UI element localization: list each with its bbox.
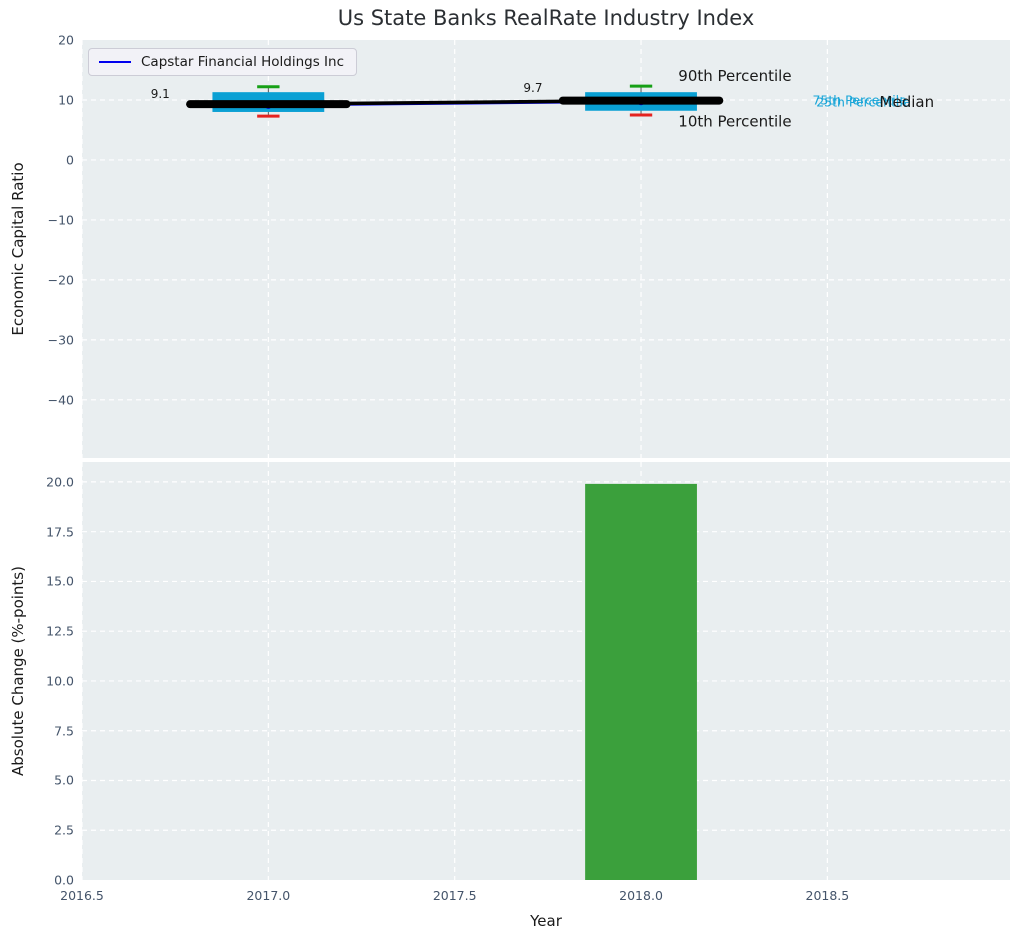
- y-tick-label: 15.0: [46, 573, 74, 589]
- y-tick-label: 20.0: [46, 474, 74, 490]
- annotation-90th-percentile: 90th Percentile: [678, 67, 791, 85]
- x-tick-label: 2018.5: [805, 888, 850, 903]
- y-tick-label: 7.5: [54, 723, 74, 739]
- annotation-9-1: 9.1: [151, 87, 170, 101]
- y-tick-label: −10: [47, 212, 74, 228]
- x-tick-label: 2018.0: [619, 888, 663, 903]
- axes-background: [82, 462, 1010, 880]
- y-tick-label: 10: [58, 92, 74, 108]
- annotation-25th-percentile: 25th Percentile: [816, 94, 911, 109]
- annotation-75th-percentile: 75th Percentile: [812, 93, 907, 108]
- y-tick-label: 0.0: [54, 872, 74, 888]
- x-axis-label: Year: [530, 912, 562, 930]
- top-y-axis-label: Economic Capital Ratio: [9, 162, 27, 336]
- y-tick-label: −20: [47, 272, 74, 288]
- annotation-10th-percentile: 10th Percentile: [678, 113, 791, 131]
- change-bar-2018: [585, 483, 697, 880]
- legend: Capstar Financial Holdings Inc: [88, 48, 358, 76]
- box-plot-canvas: 9.1 9.7 90th Percentile 10th Percentile 75th…: [82, 40, 1010, 458]
- top-axes: 9.1 9.7 90th Percentile 10th Percentile 75th…: [82, 40, 1010, 458]
- legend-label: Capstar Financial Holdings Inc: [141, 54, 345, 70]
- y-tick-label: 5.0: [54, 772, 74, 788]
- x-tick-label: 2016.5: [60, 888, 104, 903]
- bottom-y-axis-label: Absolute Change (%-points): [9, 566, 27, 776]
- y-tick-label: 10.0: [46, 673, 74, 689]
- bottom-axes: [82, 462, 1010, 880]
- chart-title: Us State Banks RealRate Industry Index: [337, 6, 755, 30]
- x-tick-label: 2017.5: [432, 888, 477, 903]
- annotation-9-7: 9.7: [523, 81, 542, 95]
- y-tick-label: 17.5: [46, 524, 74, 540]
- y-tick-label: 0: [66, 152, 74, 168]
- bar-chart-canvas: [82, 462, 1010, 880]
- annotation-median: Median: [880, 93, 935, 111]
- y-tick-label: 20: [58, 32, 74, 48]
- y-tick-label: 2.5: [54, 822, 74, 838]
- legend-line-sample: [99, 61, 131, 63]
- x-tick-label: 2017.0: [246, 888, 291, 903]
- y-tick-label: −40: [47, 392, 74, 408]
- y-tick-label: 12.5: [46, 623, 74, 639]
- y-tick-label: −30: [47, 332, 74, 348]
